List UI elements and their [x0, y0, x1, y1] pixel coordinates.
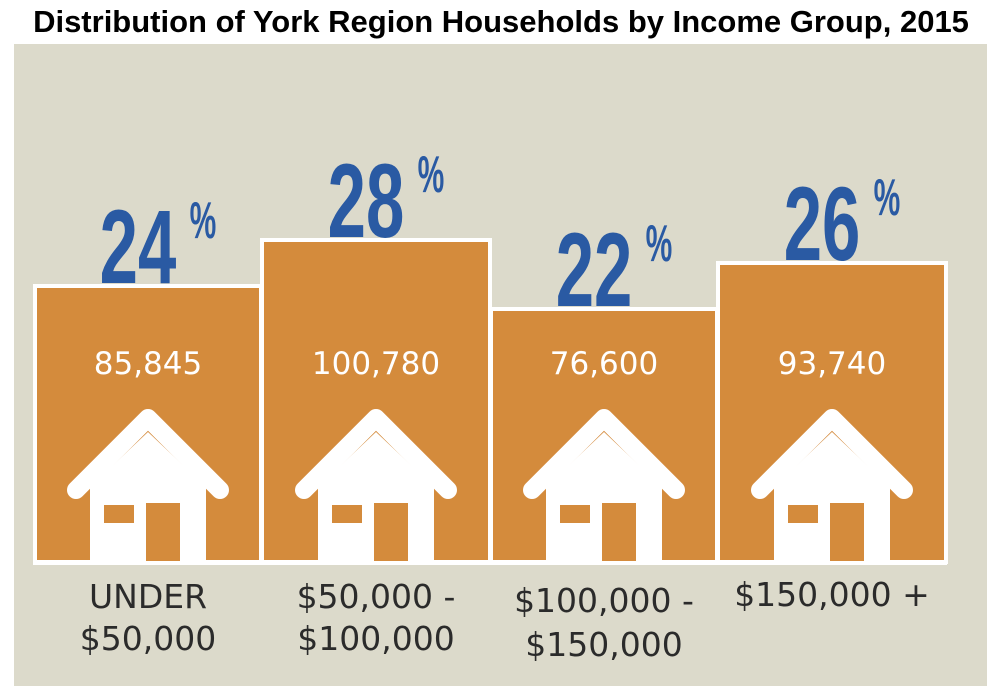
house-icon — [751, 409, 913, 562]
house-door — [374, 503, 408, 562]
house-door — [146, 503, 180, 562]
house-icon — [295, 409, 457, 562]
percent-label: 24 — [100, 188, 177, 305]
bar-group: 26 % 93,740 $150,000 + — [716, 165, 948, 614]
percent-label: 26 — [784, 165, 861, 282]
house-window — [560, 505, 590, 523]
household-count: 76,600 — [550, 346, 658, 382]
bar-group: 22 % 76,600 $100,000 - $150,000 — [489, 211, 719, 664]
bar-group: 24 % 85,845 UNDER$50,000 — [33, 188, 263, 658]
percent-label: 22 — [556, 211, 633, 328]
category-label: UNDER — [89, 577, 207, 616]
category-label: $50,000 - — [297, 577, 456, 616]
percent-symbol: % — [646, 214, 673, 272]
category-label: $50,000 — [80, 619, 216, 658]
house-door — [602, 503, 636, 562]
house-window — [788, 505, 818, 523]
house-icon — [67, 409, 229, 562]
house-roof — [295, 409, 457, 499]
percent-label: 28 — [328, 142, 405, 259]
household-count: 100,780 — [312, 346, 440, 382]
house-roof — [751, 409, 913, 499]
percent-symbol: % — [418, 145, 445, 203]
percent-symbol: % — [874, 168, 901, 226]
house-door — [830, 503, 864, 562]
house-icon — [523, 409, 685, 562]
household-count: 93,740 — [778, 346, 886, 382]
chart-title: Distribution of York Region Households b… — [33, 4, 969, 39]
house-window — [332, 505, 362, 523]
category-label: $150,000 + — [734, 575, 930, 614]
house-roof — [67, 409, 229, 499]
household-count: 85,845 — [94, 346, 202, 382]
bar-group: 28 % 100,780 $50,000 -$100,000 — [260, 142, 492, 658]
percent-symbol: % — [190, 191, 217, 249]
house-window — [104, 505, 134, 523]
category-label: $150,000 — [525, 625, 682, 664]
category-label: $100,000 — [297, 619, 454, 658]
house-roof — [523, 409, 685, 499]
category-label: $100,000 - — [514, 581, 694, 620]
